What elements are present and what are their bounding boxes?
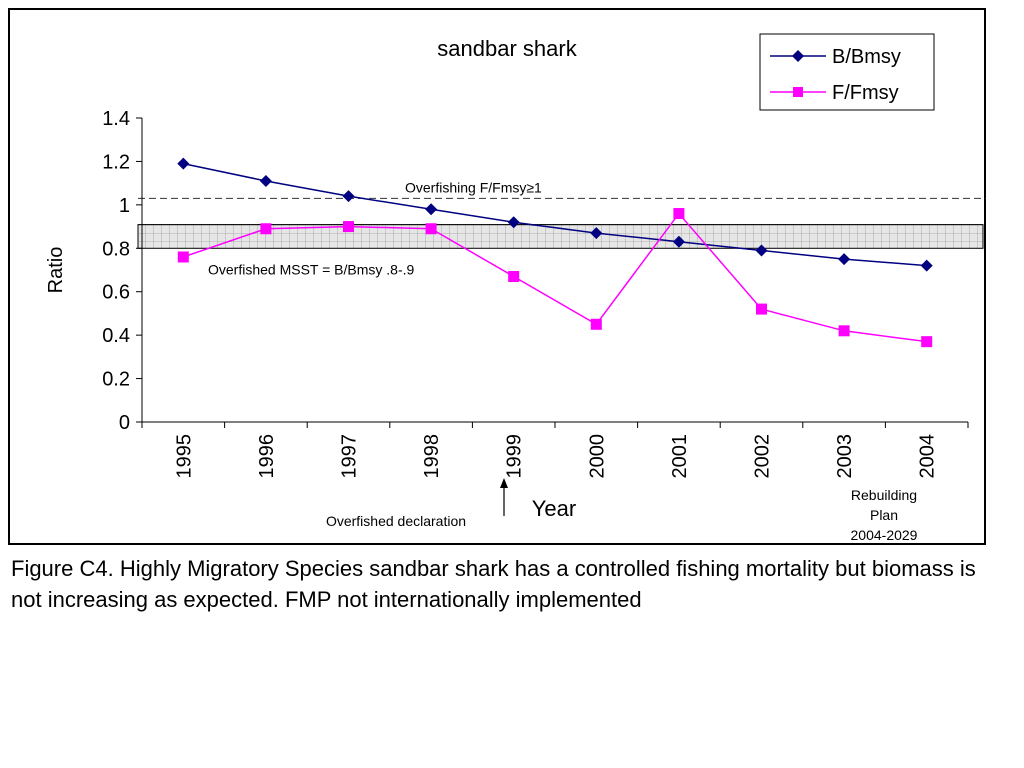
figure-caption: Figure C4. Highly Migratory Species sand… [11, 556, 976, 612]
data-point-f-fmsy [921, 336, 933, 348]
data-point-b-bmsy [755, 244, 768, 257]
rebuilding-line-2: Plan [870, 507, 898, 523]
legend: B/Bmsy F/Fmsy [759, 33, 935, 111]
data-point-b-bmsy [838, 253, 851, 266]
rebuilding-line-1: Rebuilding [851, 487, 917, 503]
x-tick-label: 2001 [669, 434, 691, 479]
x-tick-label: 2002 [752, 434, 774, 479]
data-point-f-fmsy [425, 223, 437, 235]
y-tick-label: 0.2 [102, 369, 130, 391]
x-tick-label: 1999 [504, 434, 526, 479]
data-point-f-fmsy [673, 208, 685, 220]
data-point-b-bmsy [259, 174, 272, 187]
data-point-b-bmsy [590, 227, 603, 240]
data-point-f-fmsy [177, 251, 189, 263]
data-point-b-bmsy [342, 190, 355, 203]
x-tick-label: 2004 [917, 434, 939, 479]
data-point-f-fmsy [343, 221, 354, 233]
series-line-b-bmsy [183, 162, 927, 267]
x-tick-label: 1996 [256, 434, 278, 479]
x-axis-label: Year [532, 496, 576, 521]
x-tick-label: 1995 [173, 434, 195, 479]
overfished-band-label: Overfished MSST = B/Bmsy .8-.9 [208, 261, 415, 277]
y-tick-label: 0.8 [102, 238, 130, 260]
chart-title: sandbar shark [437, 36, 577, 61]
x-tick-label: 1997 [339, 434, 361, 479]
declaration-annotation: Overfished declaration [326, 513, 466, 529]
sandbar-shark-chart: sandbar shark Overfished MSST = B/Bmsy .… [45, 33, 986, 543]
data-point-b-bmsy [177, 157, 190, 170]
data-point-b-bmsy [507, 216, 520, 229]
data-point-f-fmsy [260, 223, 272, 235]
chart-frame: sandbar shark Overfished MSST = B/Bmsy .… [8, 8, 986, 545]
y-tick-label: 0.4 [102, 325, 130, 347]
y-tick-label: 1.4 [102, 108, 130, 130]
series-line-f-fmsy [183, 212, 927, 343]
y-tick-label: 0 [119, 412, 130, 434]
data-point-f-fmsy [756, 303, 767, 315]
overfishing-reference-label: Overfishing F/Fmsy≥1 [405, 179, 542, 195]
y-tick-label: 1.2 [102, 151, 130, 173]
legend-marker-f-fmsy [793, 87, 803, 97]
data-point-b-bmsy [672, 235, 685, 248]
legend-label-b-bmsy: B/Bmsy [832, 46, 901, 68]
data-point-b-bmsy [920, 259, 933, 272]
y-tick-label: 0.6 [102, 282, 130, 304]
x-tick-label: 2003 [834, 434, 856, 479]
legend-marker-b-bmsy [792, 50, 804, 62]
legend-label-f-fmsy: F/Fmsy [832, 82, 899, 104]
data-point-f-fmsy [590, 318, 602, 330]
y-tick-label: 1 [119, 195, 130, 217]
declaration-arrowhead [500, 478, 508, 488]
y-axis-label: Ratio [45, 247, 67, 294]
x-tick-label: 2000 [586, 434, 608, 479]
data-point-f-fmsy [508, 271, 520, 283]
legend-box [759, 33, 935, 111]
data-point-f-fmsy [838, 325, 850, 337]
data-point-b-bmsy [425, 203, 438, 216]
rebuilding-line-3: 2004-2029 [851, 527, 918, 543]
x-tick-label: 1998 [421, 434, 443, 479]
